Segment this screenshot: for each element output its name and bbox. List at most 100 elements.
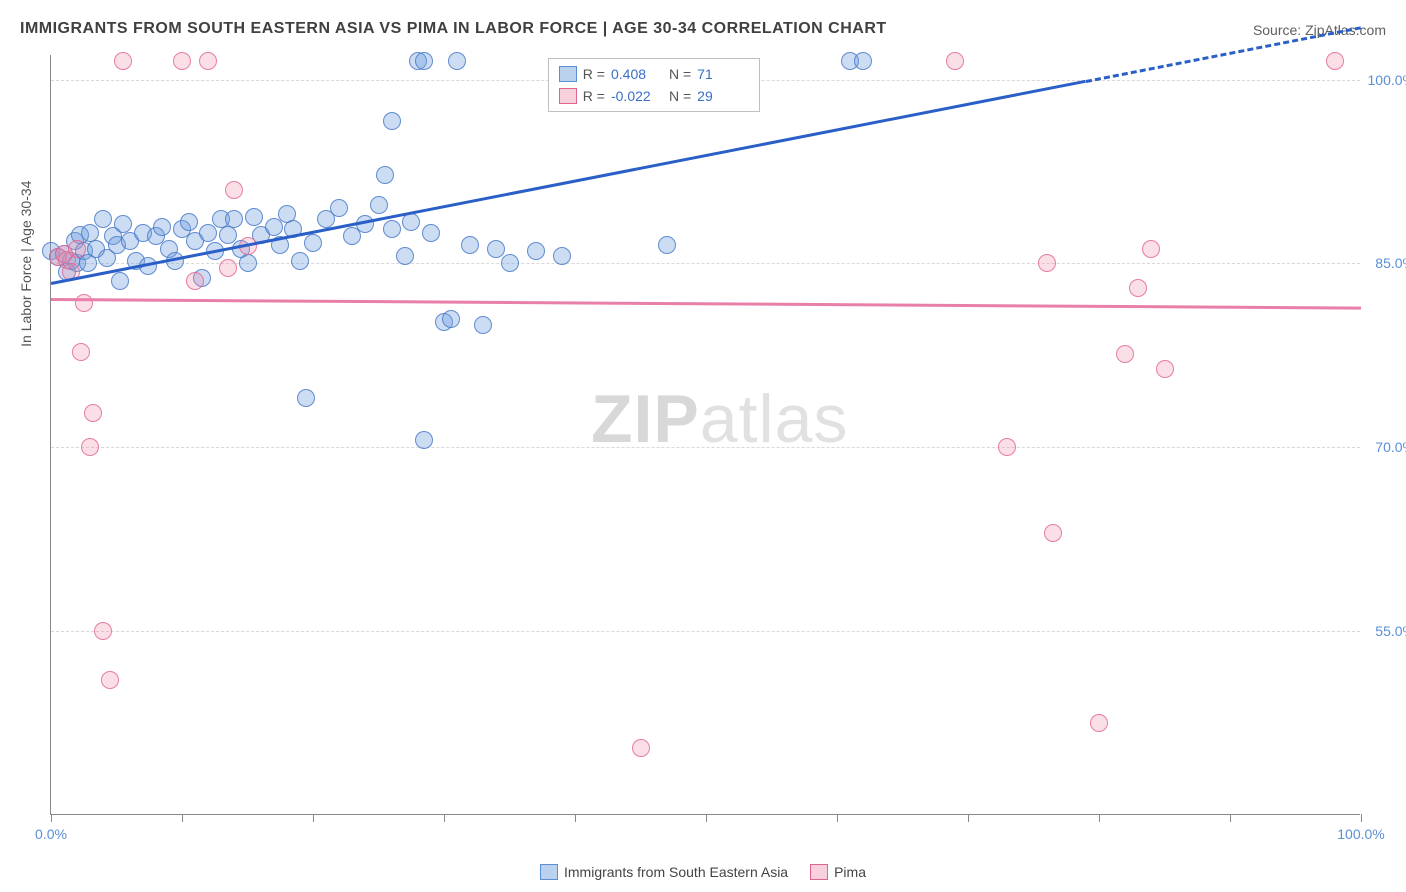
data-point: [1129, 279, 1147, 297]
gridline-h: [51, 631, 1360, 632]
x-tick: [968, 814, 969, 822]
data-point: [186, 272, 204, 290]
n-label: N =: [669, 66, 691, 82]
r-value-blue: 0.408: [611, 66, 663, 82]
chart-title: IMMIGRANTS FROM SOUTH EASTERN ASIA VS PI…: [20, 20, 887, 38]
data-point: [422, 224, 440, 242]
data-point: [245, 208, 263, 226]
x-tick: [1230, 814, 1231, 822]
y-axis-title: In Labor Force | Age 30-34: [18, 181, 34, 347]
trend-line: [51, 298, 1361, 309]
data-point: [199, 224, 217, 242]
r-label: R =: [583, 66, 605, 82]
data-point: [219, 259, 237, 277]
data-point: [1116, 345, 1134, 363]
legend-bottom: Immigrants from South Eastern Asia Pima: [540, 864, 866, 880]
y-tick-label: 70.0%: [1375, 439, 1406, 455]
data-point: [658, 236, 676, 254]
data-point: [396, 247, 414, 265]
n-value-pink: 29: [697, 88, 749, 104]
data-point: [72, 343, 90, 361]
data-point: [94, 210, 112, 228]
x-tick-label: 0.0%: [35, 826, 67, 842]
data-point: [553, 247, 571, 265]
y-tick-label: 85.0%: [1375, 255, 1406, 271]
r-label: R =: [583, 88, 605, 104]
n-value-blue: 71: [697, 66, 749, 82]
data-point: [402, 213, 420, 231]
x-tick: [313, 814, 314, 822]
data-point: [153, 218, 171, 236]
data-point: [84, 404, 102, 422]
y-tick-label: 55.0%: [1375, 623, 1406, 639]
legend-row-pink: R = -0.022 N = 29: [559, 85, 749, 107]
swatch-blue-icon: [540, 864, 558, 880]
data-point: [415, 52, 433, 70]
correlation-legend: R = 0.408 N = 71 R = -0.022 N = 29: [548, 58, 760, 112]
data-point: [225, 181, 243, 199]
x-tick: [1099, 814, 1100, 822]
trend-line: [1086, 26, 1362, 83]
data-point: [330, 199, 348, 217]
data-point: [101, 671, 119, 689]
data-point: [1156, 360, 1174, 378]
data-point: [94, 622, 112, 640]
data-point: [370, 196, 388, 214]
x-tick: [51, 814, 52, 822]
swatch-pink-icon: [810, 864, 828, 880]
data-point: [376, 166, 394, 184]
data-point: [854, 52, 872, 70]
data-point: [239, 254, 257, 272]
data-point: [111, 272, 129, 290]
plot-area: ZIPatlas 55.0%70.0%85.0%100.0%0.0%100.0%: [50, 55, 1360, 815]
data-point: [297, 389, 315, 407]
gridline-h: [51, 447, 1360, 448]
data-point: [448, 52, 466, 70]
data-point: [114, 52, 132, 70]
data-point: [180, 213, 198, 231]
x-tick-label: 100.0%: [1337, 826, 1384, 842]
x-tick: [575, 814, 576, 822]
swatch-blue-icon: [559, 66, 577, 82]
swatch-pink-icon: [559, 88, 577, 104]
data-point: [415, 431, 433, 449]
data-point: [1142, 240, 1160, 258]
legend-item-blue: Immigrants from South Eastern Asia: [540, 864, 788, 880]
data-point: [68, 240, 86, 258]
x-tick: [444, 814, 445, 822]
data-point: [199, 52, 217, 70]
data-point: [1326, 52, 1344, 70]
data-point: [487, 240, 505, 258]
legend-blue-label: Immigrants from South Eastern Asia: [564, 864, 788, 880]
legend-item-pink: Pima: [810, 864, 866, 880]
data-point: [75, 294, 93, 312]
data-point: [291, 252, 309, 270]
data-point: [225, 210, 243, 228]
data-point: [173, 52, 191, 70]
data-point: [304, 234, 322, 252]
data-point: [383, 112, 401, 130]
data-point: [383, 220, 401, 238]
x-tick: [182, 814, 183, 822]
data-point: [998, 438, 1016, 456]
x-tick: [837, 814, 838, 822]
y-tick-label: 100.0%: [1368, 72, 1406, 88]
data-point: [1038, 254, 1056, 272]
n-label: N =: [669, 88, 691, 104]
data-point: [946, 52, 964, 70]
x-tick: [1361, 814, 1362, 822]
data-point: [1090, 714, 1108, 732]
legend-row-blue: R = 0.408 N = 71: [559, 63, 749, 85]
data-point: [461, 236, 479, 254]
data-point: [501, 254, 519, 272]
data-point: [632, 739, 650, 757]
data-point: [1044, 524, 1062, 542]
data-point: [527, 242, 545, 260]
x-tick: [706, 814, 707, 822]
data-point: [474, 316, 492, 334]
data-point: [81, 438, 99, 456]
data-point: [442, 310, 460, 328]
data-point: [114, 215, 132, 233]
legend-pink-label: Pima: [834, 864, 866, 880]
r-value-pink: -0.022: [611, 88, 663, 104]
